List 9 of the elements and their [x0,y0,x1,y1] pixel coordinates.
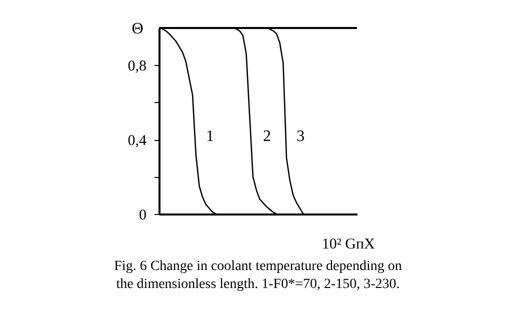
y-tick-label: 0,4 [128,133,147,150]
series-label: 2 [263,128,272,145]
series-label: 3 [296,128,305,145]
y-tick-label: 0,8 [128,58,146,75]
x-axis-title: 10² GпX [322,236,375,252]
caption: Fig. 6 Change in coolant temperature depending on the dimensionless length. 1-F0*=70, 2-150, 3-230. [114,259,402,292]
series-label: 1 [206,128,214,145]
y-axis-title: Θ [132,20,144,38]
y-tick-label: 0 [139,208,146,224]
